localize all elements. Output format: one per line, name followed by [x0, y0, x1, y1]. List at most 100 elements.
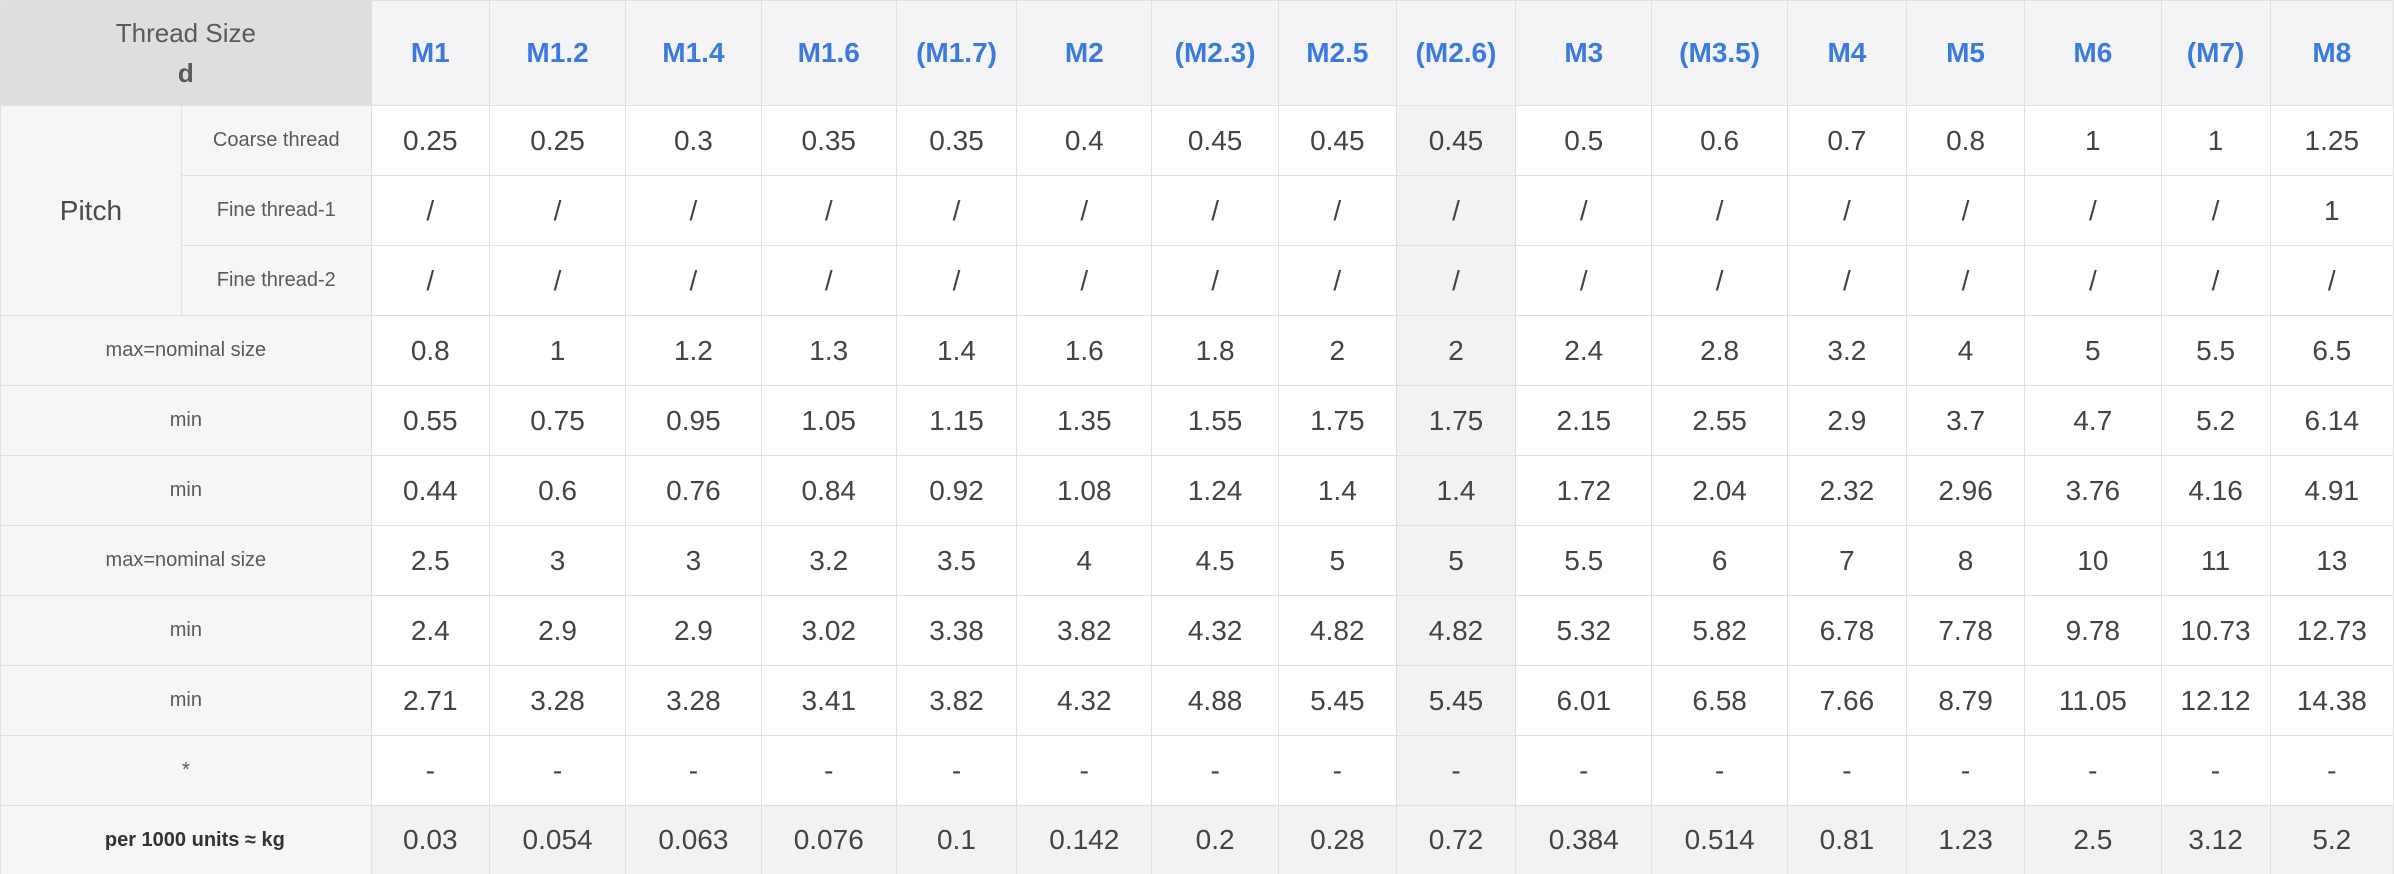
pitch-sub-label: Coarse thread — [180, 105, 372, 176]
value-cell: / — [1651, 245, 1788, 316]
value-cell: 1.4 — [1277, 455, 1397, 526]
value-cell: 2.32 — [1786, 455, 1907, 526]
size-header[interactable]: M1.2 — [488, 0, 627, 106]
value-cell: 6.01 — [1515, 665, 1653, 736]
value-cell: 10 — [2024, 525, 2162, 596]
value-cell: 0.95 — [625, 385, 762, 456]
value-cell: - — [1651, 735, 1788, 806]
size-header[interactable]: M1.6 — [760, 0, 897, 106]
value-cell: 0.2 — [1151, 805, 1279, 874]
size-header[interactable]: M2 — [1016, 0, 1153, 106]
value-cell: - — [1786, 735, 1907, 806]
row-label: max=nominal size — [0, 525, 372, 596]
value-cell: / — [2160, 175, 2271, 246]
value-cell: 6.5 — [2269, 315, 2394, 386]
value-cell: 3.02 — [760, 595, 897, 666]
value-cell: 1.75 — [1277, 385, 1397, 456]
value-cell: - — [1515, 735, 1653, 806]
value-cell: 0.5 — [1515, 105, 1653, 176]
value-cell: 4.7 — [2024, 385, 2162, 456]
weight-row: per 1000 units ≈ kg 0.03 0.054 0.063 0.076 0.… — [0, 805, 2394, 874]
size-header[interactable]: (M2.3) — [1151, 0, 1279, 106]
value-cell: 3.82 — [895, 665, 1018, 736]
value-cell: / — [895, 175, 1018, 246]
value-cell: 1.6 — [1016, 315, 1153, 386]
value-cell: 0.8 — [1905, 105, 2026, 176]
size-header[interactable]: (M7) — [2160, 0, 2271, 106]
value-cell: 3.38 — [895, 595, 1018, 666]
value-cell: / — [1515, 245, 1653, 316]
value-cell: / — [2269, 245, 2394, 316]
value-cell: 5 — [1277, 525, 1397, 596]
size-header[interactable]: M6 — [2024, 0, 2162, 106]
value-cell: / — [1786, 245, 1907, 316]
value-cell: / — [370, 245, 490, 316]
size-header[interactable]: M2.5 — [1277, 0, 1397, 106]
value-cell: 2.5 — [2024, 805, 2162, 874]
value-cell: 5.5 — [2160, 315, 2271, 386]
value-cell: 0.03 — [370, 805, 490, 874]
value-cell: 6 — [1651, 525, 1788, 596]
value-cell: 4.82 — [1395, 595, 1517, 666]
value-cell: 3.2 — [760, 525, 897, 596]
value-cell: 1.15 — [895, 385, 1018, 456]
value-cell: 3.12 — [2160, 805, 2271, 874]
value-cell: 4.91 — [2269, 455, 2394, 526]
value-cell: - — [1395, 735, 1517, 806]
size-header[interactable]: M1.4 — [625, 0, 762, 106]
value-cell: 5.45 — [1395, 665, 1517, 736]
value-cell: 2.9 — [1786, 385, 1907, 456]
value-cell: 7 — [1786, 525, 1907, 596]
value-cell: 0.514 — [1651, 805, 1788, 874]
value-cell: / — [1151, 245, 1279, 316]
value-cell: 3.82 — [1016, 595, 1153, 666]
value-cell: 0.6 — [488, 455, 627, 526]
size-header[interactable]: M5 — [1905, 0, 2026, 106]
value-cell: / — [1277, 175, 1397, 246]
value-cell: 2.8 — [1651, 315, 1788, 386]
value-cell: 0.142 — [1016, 805, 1153, 874]
size-header[interactable]: M8 — [2269, 0, 2394, 106]
size-header[interactable]: M4 — [1786, 0, 1907, 106]
size-header[interactable]: (M1.7) — [895, 0, 1018, 106]
value-cell: 1 — [488, 315, 627, 386]
value-cell: 11 — [2160, 525, 2271, 596]
size-header[interactable]: (M3.5) — [1651, 0, 1788, 106]
value-cell: 2 — [1277, 315, 1397, 386]
thread-size-title: Thread Size — [115, 18, 256, 48]
size-header[interactable]: M3 — [1515, 0, 1653, 106]
value-cell: 8 — [1905, 525, 2026, 596]
size-header[interactable]: (M2.6) — [1395, 0, 1517, 106]
value-cell: 0.35 — [895, 105, 1018, 176]
value-cell: / — [1016, 175, 1153, 246]
value-cell: 2 — [1395, 315, 1517, 386]
value-cell: - — [760, 735, 897, 806]
value-cell: / — [1515, 175, 1653, 246]
value-cell: / — [625, 175, 762, 246]
value-cell: 0.55 — [370, 385, 490, 456]
value-cell: 1 — [2269, 175, 2394, 246]
value-cell: 1 — [2160, 105, 2271, 176]
value-cell: 0.75 — [488, 385, 627, 456]
value-cell: 3.7 — [1905, 385, 2026, 456]
value-cell: 1.75 — [1395, 385, 1517, 456]
value-cell: 4.16 — [2160, 455, 2271, 526]
value-cell: 6.78 — [1786, 595, 1907, 666]
pitch-row: Fine thread-2// / / / / / / / / / / / / / / — [1, 245, 2394, 316]
value-cell: 10.73 — [2160, 595, 2271, 666]
value-cell: 0.4 — [1016, 105, 1153, 176]
value-cell: 2.9 — [625, 595, 762, 666]
value-cell: / — [1151, 175, 1279, 246]
value-cell: / — [488, 245, 627, 316]
value-cell: 4.32 — [1151, 595, 1279, 666]
spec-row: min 2.4 2.9 2.9 3.02 3.38 3.82 4.32 4.82 4.82 5.32… — [0, 595, 2394, 666]
value-cell: / — [1905, 245, 2026, 316]
value-cell: 5.32 — [1515, 595, 1653, 666]
value-cell: / — [2024, 175, 2162, 246]
size-header[interactable]: M1 — [370, 0, 490, 106]
value-cell: / — [488, 175, 627, 246]
value-cell: / — [370, 175, 490, 246]
value-cell: 0.6 — [1651, 105, 1788, 176]
pitch-sub-label: Fine thread-2 — [180, 245, 372, 316]
